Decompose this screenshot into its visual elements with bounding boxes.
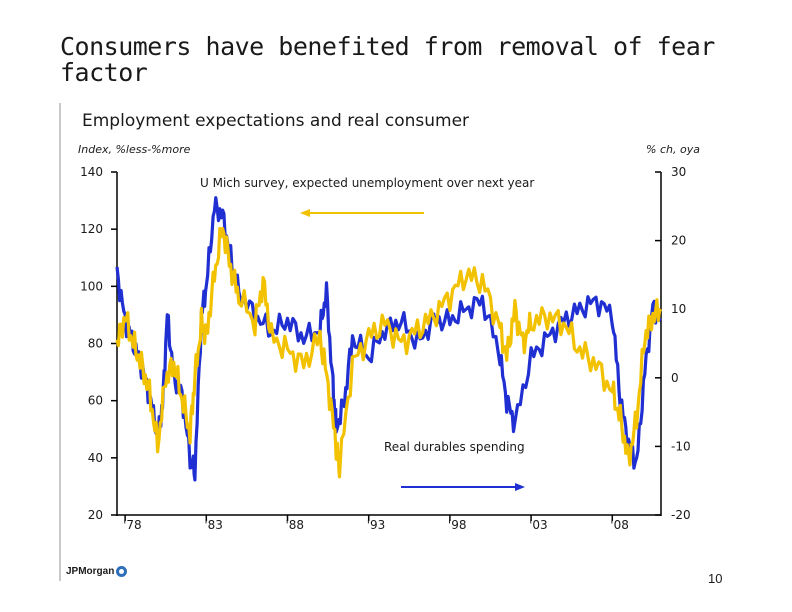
right-tick-label: 10 [671, 302, 686, 316]
annotation-arrowhead-right [515, 483, 525, 491]
left-tick-label: 140 [80, 165, 103, 179]
annotation-u-mich: U Mich survey, expected unemployment ove… [200, 176, 534, 190]
right-axis-label: % ch, oya [646, 143, 700, 156]
x-tick-label: '93 [367, 518, 386, 532]
left-tick-label: 40 [88, 451, 103, 465]
left-tick-label: 60 [88, 394, 103, 408]
series-line-real-durables [115, 226, 663, 479]
x-tick-label: '88 [286, 518, 305, 532]
right-tick-label: -20 [671, 508, 691, 522]
x-tick-label: '03 [529, 518, 548, 532]
left-axis-label: Index, %less-%more [78, 143, 191, 156]
chart-title: Employment expectations and real consume… [82, 111, 469, 131]
right-tick-label: 0 [671, 371, 679, 385]
page-number: 10 [708, 571, 723, 586]
right-tick-label: 20 [671, 234, 686, 248]
left-divider [59, 103, 61, 581]
logo-text: JPMorgan [66, 566, 115, 577]
slide-title: Consumers have benefited from removal of… [60, 32, 715, 87]
left-tick-label: 20 [88, 508, 103, 522]
right-tick-label: 30 [671, 165, 686, 179]
left-tick-label: 100 [80, 279, 103, 293]
x-tick-label: '78 [123, 518, 142, 532]
logo-mark-icon [116, 566, 128, 577]
jpmorgan-logo: JPMorgan [66, 566, 128, 577]
annotation-arrowhead-left [300, 209, 310, 217]
x-tick-label: '83 [204, 518, 223, 532]
series-line-u-mich-unemployment [115, 196, 662, 482]
annotation-real-durables: Real durables spending [384, 440, 525, 454]
x-tick-label: '08 [610, 518, 629, 532]
left-tick-label: 120 [80, 222, 103, 236]
right-tick-label: -10 [671, 439, 691, 453]
x-tick-label: '98 [448, 518, 467, 532]
left-tick-label: 80 [88, 337, 103, 351]
